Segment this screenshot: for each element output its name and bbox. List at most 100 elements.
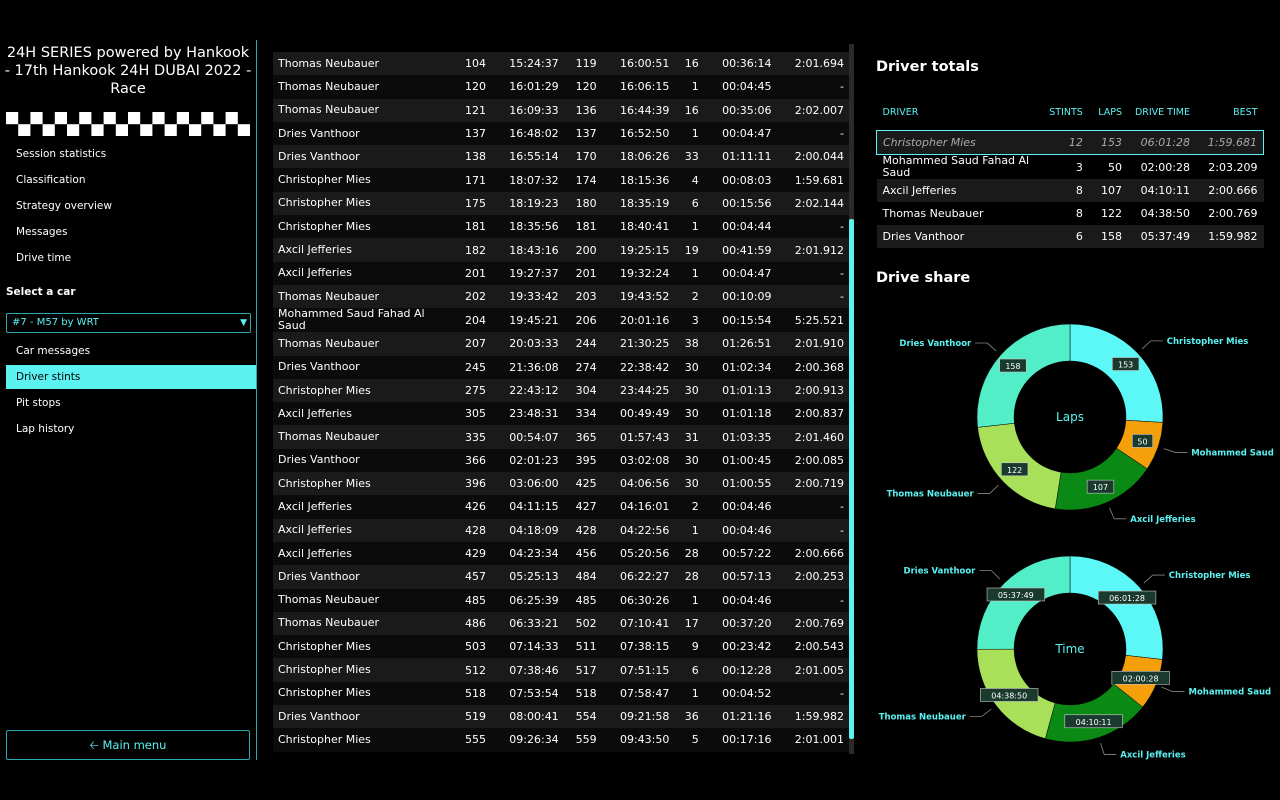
start-time-cell: 16:55:14 (490, 145, 564, 169)
start-lap-cell: 485 (453, 588, 491, 612)
end-time-cell: 07:58:47 (601, 681, 675, 706)
driver-cell: Christopher Mies (876, 130, 1039, 155)
best-cell: 1:59.681 (1195, 130, 1264, 155)
svg-text:Axcil Jefferies: Axcil Jefferies (1130, 515, 1195, 525)
checkered-flag-banner (6, 112, 250, 136)
start-lap-cell: 457 (453, 565, 491, 589)
start-time-cell: 22:43:12 (490, 378, 564, 403)
nav-session-statistics[interactable]: Session statistics (16, 148, 107, 160)
duration-cell: 00:04:46 (703, 495, 777, 519)
driver-cell: Christopher Mies (273, 472, 453, 496)
main-menu-button[interactable]: 🡠 Main menu (6, 730, 250, 760)
end-time-cell: 16:06:15 (601, 75, 675, 99)
driver-total-row[interactable]: Dries Vanthoor 6 158 05:37:49 1:59.982 (876, 225, 1264, 248)
driver-cell: Thomas Neubauer (273, 425, 453, 449)
slice-value-label: 04:10:11 (1064, 714, 1123, 729)
start-time-cell: 00:54:07 (490, 425, 564, 449)
duration-cell: 00:04:46 (703, 518, 777, 542)
stint-row: Axcil Jefferies 182 18:43:16 200 19:25:15 19 0… (273, 238, 849, 262)
nav-pit-stops[interactable]: Pit stops (16, 397, 61, 409)
chevron-down-icon: ▼ (240, 318, 247, 328)
laps-cell: 5 (674, 728, 704, 752)
nav-lap-history[interactable]: Lap history (16, 423, 75, 435)
column-header[interactable]: DRIVER (882, 107, 919, 118)
end-lap-cell: 427 (563, 495, 602, 519)
duration-cell: 01:21:16 (703, 705, 777, 729)
duration-cell: 00:36:14 (703, 52, 777, 76)
start-lap-cell: 512 (453, 658, 491, 682)
start-lap-cell: 503 (453, 635, 491, 659)
driver-cell: Thomas Neubauer (273, 75, 453, 99)
donut-slice[interactable] (976, 323, 1071, 428)
start-time-cell: 04:23:34 (490, 541, 564, 566)
start-time-cell: 04:18:09 (490, 518, 564, 542)
best-lap-cell: 2:02.144 (776, 191, 849, 216)
donut-slice[interactable] (976, 555, 1071, 650)
drive-time-cell: 05:37:49 (1127, 225, 1196, 248)
nav-strategy-overview[interactable]: Strategy overview (16, 200, 112, 212)
slice-value-label: 122 (1001, 462, 1029, 477)
driver-total-row[interactable]: Thomas Neubauer 8 122 04:38:50 2:00.769 (877, 202, 1264, 225)
scrollbar-thumb[interactable] (849, 219, 854, 739)
donut-slice[interactable] (1069, 323, 1164, 423)
drive-share-title: Drive share (876, 270, 971, 286)
driver-total-row[interactable]: Mohammed Saud Fahad Al Saud 3 50 02:00:28 2:… (877, 155, 1264, 180)
column-header[interactable]: DRIVE TIME (1134, 107, 1190, 118)
laps-cell: 1 (674, 518, 704, 542)
driver-cell: Christopher Mies (273, 658, 453, 682)
scrollbar[interactable] (849, 44, 854, 754)
end-lap-cell: 511 (563, 635, 602, 659)
laps-cell: 6 (674, 191, 704, 216)
duration-cell: 00:37:20 (703, 611, 777, 636)
nav-drive-time[interactable]: Drive time (16, 252, 72, 264)
start-lap-cell: 366 (453, 448, 491, 473)
start-lap-cell: 396 (453, 472, 491, 496)
donut-center-title: Time (1054, 642, 1084, 656)
slice-value-label: 05:37:49 (986, 587, 1045, 602)
car-select[interactable]: #7 - M57 by WRT ▼ (6, 313, 251, 333)
driver-total-row[interactable]: Christopher Mies 12 153 06:01:28 1:59.681 (876, 130, 1264, 155)
drive-time-cell: 04:38:50 (1140, 207, 1190, 220)
start-time-cell: 07:14:33 (490, 635, 564, 659)
nav-messages[interactable]: Messages (16, 226, 68, 238)
stint-row: Axcil Jefferies 305 23:48:31 334 00:49:49 30 0… (273, 402, 849, 426)
driver-total-row[interactable]: Axcil Jefferies 8 107 04:10:11 2:00.666 (876, 179, 1264, 202)
sidebar: 24H SERIES powered by Hankook - 17th Han… (0, 40, 257, 760)
start-time-cell: 16:01:29 (490, 75, 564, 99)
start-lap-cell: 305 (453, 402, 491, 426)
driver-cell: Dries Vanthoor (273, 145, 453, 169)
start-time-cell: 06:33:21 (490, 611, 564, 636)
nav-classification[interactable]: Classification (16, 174, 86, 186)
driver-stints-table: Thomas Neubauer 104 15:24:37 119 16:00:51 16 0… (273, 52, 849, 752)
stint-row: Dries Vanthoor 519 08:00:41 554 09:21:58 36 01… (273, 705, 849, 729)
start-time-cell: 04:11:15 (490, 495, 564, 519)
driver-cell: Axcil Jefferies (876, 179, 1039, 202)
best-lap-cell: 2:01.694 (776, 52, 849, 76)
svg-text:Thomas Neubauer: Thomas Neubauer (887, 490, 975, 500)
duration-cell: 00:57:13 (703, 565, 777, 589)
driver-cell: Christopher Mies (273, 635, 453, 659)
duration-cell: 00:10:09 (703, 284, 777, 309)
start-time-cell: 07:53:54 (490, 681, 564, 706)
column-header[interactable]: STINTS (1049, 107, 1083, 118)
end-time-cell: 18:06:26 (601, 145, 675, 169)
end-time-cell: 04:06:56 (601, 472, 675, 496)
column-header[interactable]: BEST (1233, 107, 1258, 118)
stint-row: Thomas Neubauer 207 20:03:33 244 21:30:25 38 0… (273, 332, 849, 356)
start-lap-cell: 182 (453, 238, 491, 262)
stint-row: Christopher Mies 512 07:38:46 517 07:51:15 6 0… (273, 658, 849, 682)
slice-name-label: Christopher Mies (1143, 571, 1250, 584)
end-lap-cell: 484 (563, 565, 602, 589)
end-time-cell: 09:43:50 (601, 728, 675, 752)
stint-row: Christopher Mies 181 18:35:56 181 18:40:41 1 0… (273, 215, 849, 239)
start-time-cell: 05:25:13 (490, 565, 564, 589)
driver-stints-table-container[interactable]: Thomas Neubauer 104 15:24:37 119 16:00:51 16 0… (273, 44, 853, 754)
driver-cell: Axcil Jefferies (273, 261, 453, 285)
start-lap-cell: 138 (453, 145, 491, 169)
driver-cell: Thomas Neubauer (273, 98, 453, 122)
nav-car-messages[interactable]: Car messages (16, 345, 91, 357)
nav-driver-stints[interactable]: Driver stints (6, 365, 256, 389)
donut-center-title: Laps (1056, 410, 1084, 424)
column-header[interactable]: LAPS (1098, 107, 1122, 118)
best-lap-cell: - (776, 495, 849, 519)
